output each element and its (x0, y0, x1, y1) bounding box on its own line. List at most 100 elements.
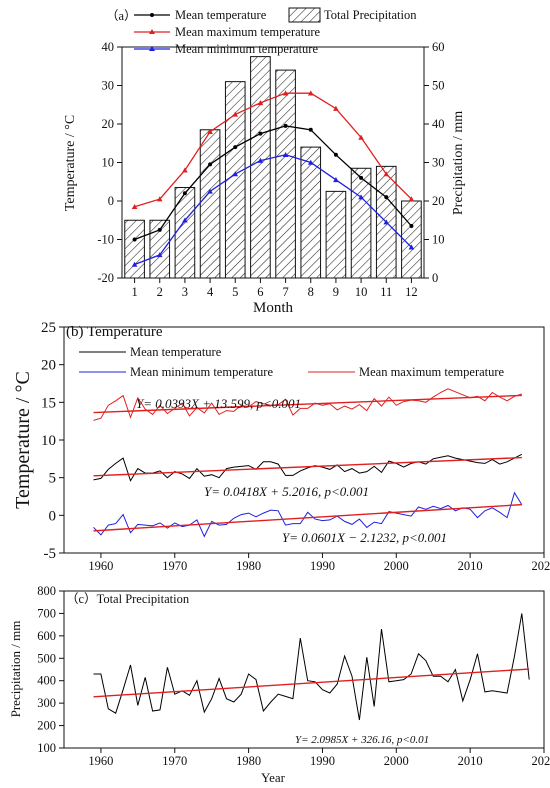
y-tick-label-0: 0 (108, 194, 114, 208)
precip-bar-4 (199, 129, 221, 279)
c-y-tick-label-600: 600 (37, 629, 56, 643)
c-x-tick-label-2010: 2010 (458, 754, 483, 768)
y-tick-label-40: 40 (102, 40, 115, 54)
panel-b-frame (63, 326, 545, 554)
point-max-6 (257, 100, 264, 106)
b-y-tick-label-25: 25 (41, 320, 56, 336)
panel-c-annual-precipitation: 100 200 300 400 500 600 700 800 1960 1970 1980 1990… (8, 584, 550, 785)
panel-c-axes: 100 200 300 400 500 600 700 800 1960 1970 1980 1990… (37, 584, 550, 768)
precip-bar-10 (350, 167, 372, 279)
legend-label-mean-max-temperature: Mean maximum temperature (175, 25, 321, 39)
point-max-2 (156, 196, 163, 202)
y2-tick-label-40: 40 (432, 117, 445, 131)
legend-item-b-mean-max-temperature: Mean maximum temperature (308, 365, 505, 379)
legend-item-mean-temperature: Mean temperature (134, 8, 267, 22)
series-max-temperature-line (134, 92, 412, 208)
c-y-tick-label-100: 100 (37, 741, 56, 755)
c-y-tick-label-800: 800 (37, 584, 56, 598)
legend-item-mean-min-temperature: Mean minimum temperature (134, 42, 318, 56)
c-y-tick-label-500: 500 (37, 651, 56, 665)
c-y-tick-label-400: 400 (37, 674, 56, 688)
x-tick-label-2: 2 (157, 285, 163, 299)
panel-a-x-axis-label: Month (253, 300, 294, 316)
x-tick-label-6: 6 (257, 285, 263, 299)
legend-item-b-mean-temperature: Mean temperature (79, 345, 222, 359)
panel-b-y-axis-label: Temperature / °C (12, 371, 34, 509)
y-tick-label-20: 20 (102, 117, 115, 131)
panel-b-label: (b) Temperature (66, 324, 163, 340)
point-max-5 (232, 111, 239, 117)
trend-line-min (93, 503, 522, 532)
panel-a-y-axis-label: Temperature / °C (63, 115, 78, 211)
b-x-tick-label-2010: 2010 (458, 559, 483, 573)
x-tick-label-1: 1 (131, 285, 137, 299)
x-tick-label-9: 9 (333, 285, 339, 299)
panel-b-axes: -5 0 5 10 15 20 25 1960 1970 1980 1990 2000 2010 2020 (41, 320, 550, 573)
panel-c-x-axis-label: Year (261, 770, 286, 785)
point-mean-2 (157, 227, 162, 232)
temperature-lines (131, 90, 415, 267)
legend-item-b-mean-min-temperature: Mean minimum temperature (79, 365, 273, 379)
point-mean-6 (258, 131, 263, 136)
y2-tick-label-20: 20 (432, 194, 445, 208)
panel-c-label: （c）Total Precipitation (66, 592, 190, 606)
series-mean-temperature-annual (93, 453, 523, 482)
point-mean-11 (384, 195, 389, 200)
point-min-4 (207, 188, 213, 194)
point-min-12 (408, 244, 415, 250)
precip-bar-7 (275, 69, 296, 279)
y2-tick-label-50: 50 (432, 79, 445, 93)
point-mean-10 (359, 175, 364, 180)
b-y-tick-label-20: 20 (41, 358, 56, 374)
precipitation-series (93, 613, 530, 721)
trend-equation-max: Y= 0.0393X + 13.599, p<0.001 (136, 396, 301, 411)
point-mean-3 (182, 191, 187, 196)
point-max-1 (131, 203, 138, 210)
point-mean-9 (333, 152, 338, 157)
legend-label-b-mean-temperature: Mean temperature (130, 345, 222, 359)
panel-b-annual-temperature: -5 0 5 10 15 20 25 1960 1970 1980 1990 2000 2010 2020… (12, 320, 550, 573)
point-mean-1 (132, 237, 137, 242)
y2-tick-label-30: 30 (432, 156, 445, 170)
panel-b-letter: (b) (66, 324, 84, 340)
series-total-precipitation-annual (93, 613, 530, 721)
panel-b-legend: Mean temperature Mean minimum temperatur… (79, 345, 505, 379)
point-max-9 (333, 105, 339, 111)
trend-equation-precipitation: Y= 2.0985X + 326.16, p<0.01 (295, 734, 429, 746)
trend-line-max (93, 394, 522, 414)
legend-label-b-mean-min-temperature: Mean minimum temperature (130, 365, 273, 379)
c-y-tick-label-300: 300 (37, 696, 56, 710)
point-min-8 (307, 159, 314, 165)
precipitation-bars (124, 56, 422, 279)
b-x-tick-label-1980: 1980 (236, 559, 261, 573)
y-tick-label--20: -20 (97, 271, 114, 285)
point-min-11 (383, 219, 390, 225)
point-max-12 (408, 196, 415, 202)
x-tick-label-11: 11 (380, 285, 392, 299)
point-min-3 (182, 217, 188, 223)
b-y-tick-label--5: -5 (44, 546, 57, 562)
point-max-11 (383, 171, 390, 177)
x-tick-label-3: 3 (182, 285, 188, 299)
point-max-8 (307, 90, 314, 96)
trend-line-mean (93, 456, 522, 477)
point-min-7 (282, 152, 289, 158)
point-min-5 (232, 171, 239, 177)
c-x-tick-label-1970: 1970 (162, 754, 187, 768)
b-y-tick-label-10: 10 (41, 433, 56, 449)
b-x-tick-label-2000: 2000 (384, 559, 409, 573)
c-x-tick-label-2020: 2020 (532, 754, 550, 768)
panel-a-y2-axis-label: Precipitation / mm (451, 111, 466, 215)
panel-c-letter: （c） (66, 592, 97, 606)
c-x-tick-label-1980: 1980 (236, 754, 261, 768)
x-tick-label-10: 10 (355, 285, 368, 299)
b-y-tick-label-5: 5 (49, 471, 57, 487)
x-tick-label-7: 7 (282, 285, 288, 299)
y-tick-label--10: -10 (97, 233, 114, 247)
c-x-tick-label-1960: 1960 (88, 754, 113, 768)
point-max-7 (282, 90, 289, 96)
legend-item-total-precipitation: Total Precipitation (288, 7, 417, 23)
c-x-tick-label-1990: 1990 (310, 754, 335, 768)
